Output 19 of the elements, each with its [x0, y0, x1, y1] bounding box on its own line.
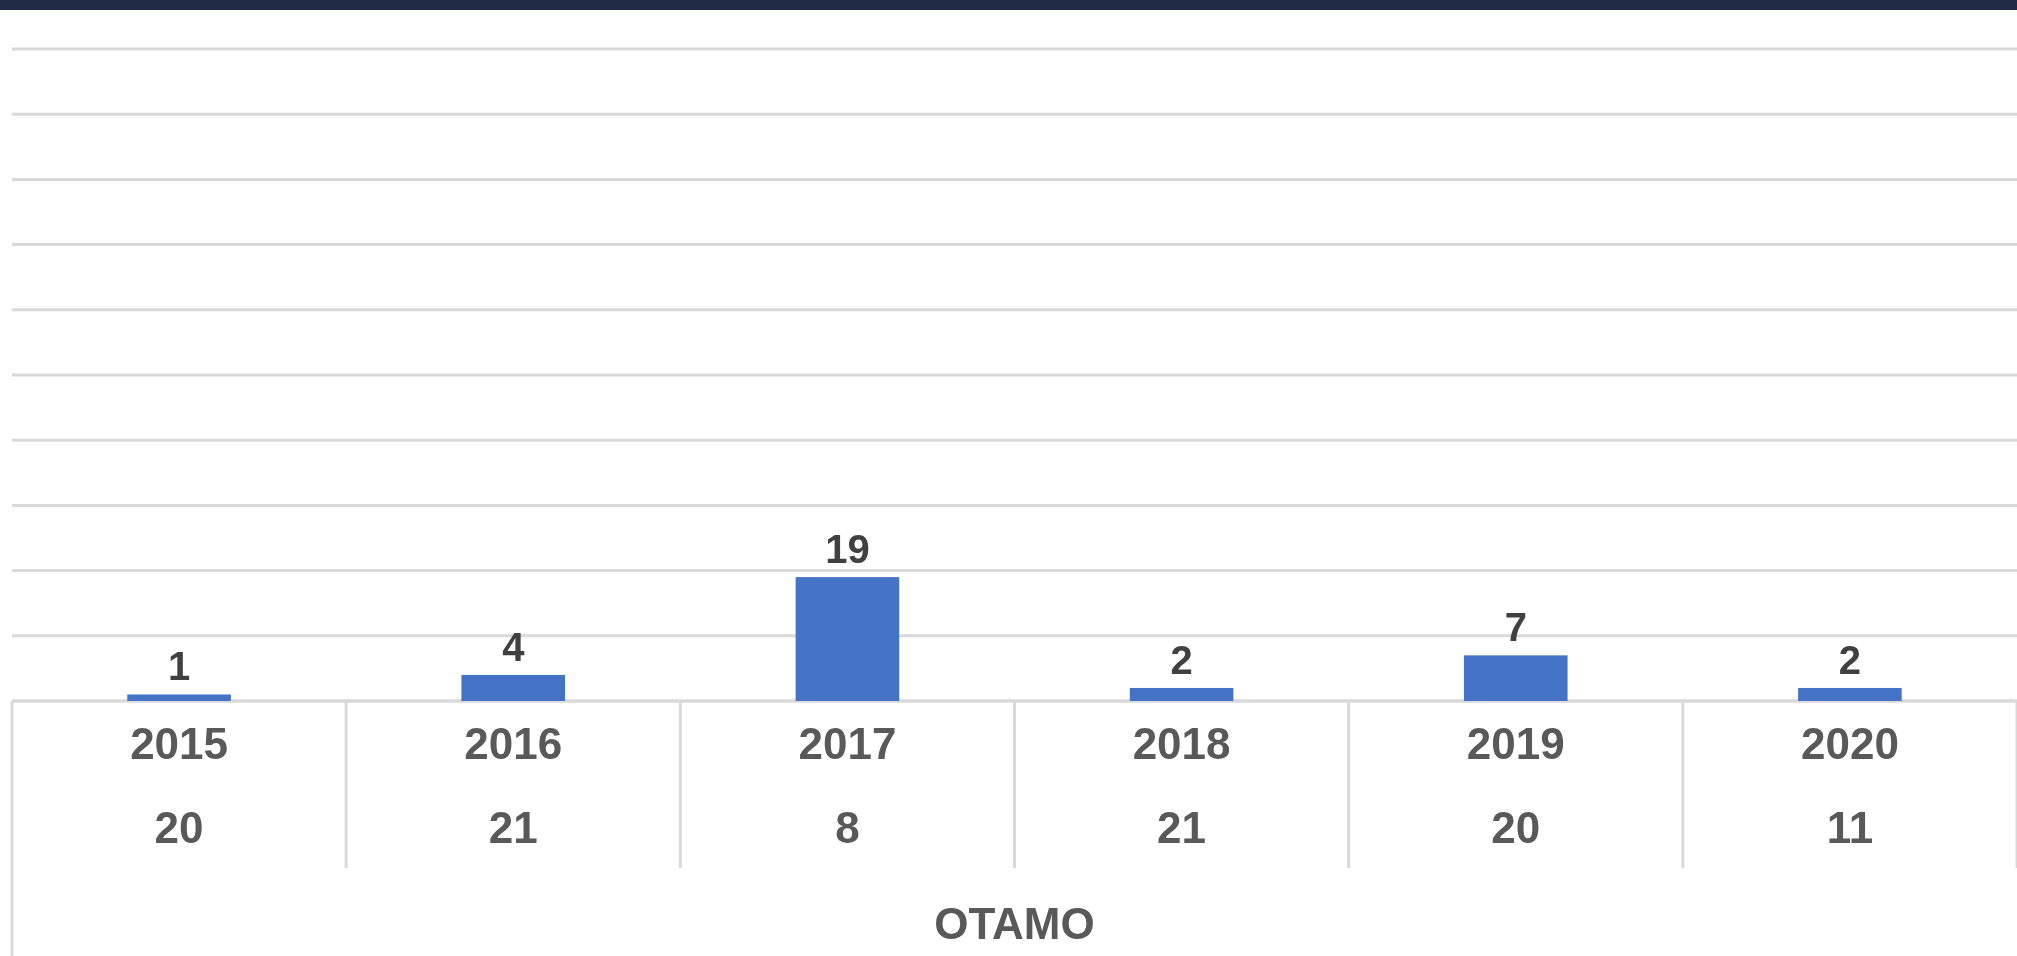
bar — [1798, 687, 1902, 701]
data-label: 2 — [1170, 637, 1193, 682]
data-label: 4 — [502, 624, 526, 669]
x-tick-label: 2017 8 — [798, 719, 897, 852]
x-tick-label: 2018 21 — [1132, 719, 1231, 852]
bar — [795, 577, 900, 701]
x-tick-label: 2019 20 — [1466, 719, 1565, 852]
data-label: 2 — [1838, 637, 1862, 682]
x-tick-label: 2016 21 — [464, 719, 563, 852]
data-label: 19 — [825, 527, 870, 572]
bar — [461, 674, 566, 701]
bar — [127, 694, 231, 701]
data-label: 7 — [1504, 605, 1527, 650]
x-tick-label: 2020 11 — [1800, 719, 1899, 852]
x-axis-title: OTAMO — [934, 899, 1095, 948]
bar — [1129, 687, 1234, 701]
data-label: 1 — [167, 644, 191, 689]
bar — [1463, 655, 1568, 701]
x-tick-label: 2015 20 — [130, 719, 229, 852]
